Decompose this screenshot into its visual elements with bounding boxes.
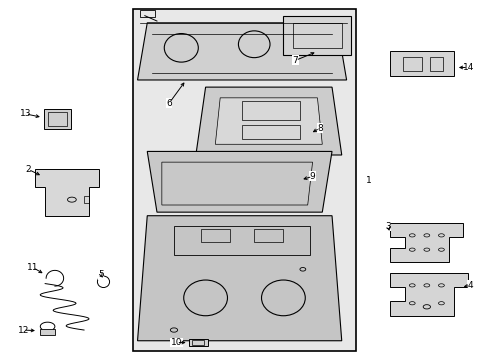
Text: 10: 10 xyxy=(170,338,182,347)
Bar xyxy=(201,229,229,242)
Bar xyxy=(40,329,55,335)
Text: 2: 2 xyxy=(25,165,31,174)
Bar xyxy=(83,196,89,203)
Bar xyxy=(132,9,356,351)
Polygon shape xyxy=(389,273,467,316)
Text: 12: 12 xyxy=(18,325,29,334)
Polygon shape xyxy=(137,216,341,341)
Polygon shape xyxy=(35,169,99,216)
Polygon shape xyxy=(389,51,453,76)
Bar xyxy=(48,112,66,126)
Bar xyxy=(242,100,300,120)
Bar xyxy=(174,226,309,255)
Polygon shape xyxy=(147,152,331,212)
Bar xyxy=(44,109,71,129)
Text: 8: 8 xyxy=(316,124,322,133)
Bar xyxy=(189,339,207,346)
Text: 6: 6 xyxy=(166,99,172,108)
Text: 3: 3 xyxy=(384,222,390,231)
Bar xyxy=(242,125,300,139)
Text: 9: 9 xyxy=(309,172,315,181)
Bar xyxy=(140,10,154,18)
Bar xyxy=(429,57,442,71)
Text: 11: 11 xyxy=(27,263,39,272)
Text: 13: 13 xyxy=(20,109,31,118)
Text: 14: 14 xyxy=(462,63,473,72)
Text: 7: 7 xyxy=(292,56,298,65)
Bar xyxy=(254,229,283,242)
Polygon shape xyxy=(283,16,351,55)
Polygon shape xyxy=(215,98,322,144)
Polygon shape xyxy=(196,87,341,155)
Text: 1: 1 xyxy=(365,176,370,185)
Text: 5: 5 xyxy=(98,270,104,279)
Bar xyxy=(402,57,421,71)
Polygon shape xyxy=(137,23,346,80)
Polygon shape xyxy=(389,223,462,262)
Text: 4: 4 xyxy=(467,281,472,290)
Bar xyxy=(192,340,204,345)
